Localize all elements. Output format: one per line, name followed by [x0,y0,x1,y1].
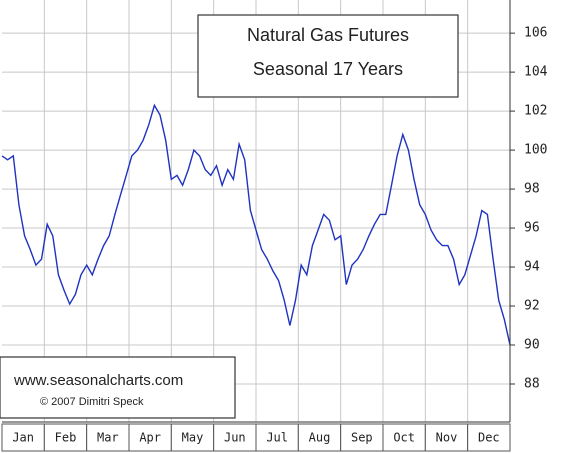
x-tick-label: Dec [478,431,500,445]
chart-subtitle: Seasonal 17 Years [253,59,403,79]
y-tick-label: 106 [524,26,547,41]
x-tick-cell [86,423,130,452]
title-box [197,14,459,98]
y-tick-label: 92 [524,299,540,314]
x-tick-cell [43,423,88,452]
x-tick-label: Sep [351,431,373,445]
x-tick-label: Apr [139,431,161,445]
x-tick-cell [128,423,172,452]
y-tick-label: 104 [524,65,548,80]
y-tick-label: 100 [524,143,547,158]
x-tick-label: Jan [12,431,34,445]
x-tick-label: May [182,431,204,445]
x-tick-label: Jun [224,431,246,445]
y-tick-label: 94 [524,260,540,275]
x-tick-label: Oct [393,431,415,445]
y-tick-label: 90 [524,338,540,353]
series-line [1,103,511,346]
x-tick-label: Mar [97,431,119,445]
x-tick-cell [213,423,257,452]
y-tick-label: 96 [524,221,540,236]
y-tick-label: 88 [524,376,540,391]
x-tick-cell [424,423,469,452]
x-tick-label: Jul [266,431,288,445]
x-tick-label: Nov [436,431,458,445]
plot [1,103,511,346]
y-tick-label: 102 [524,104,547,119]
x-tick-cell [382,423,426,452]
watermark-box [0,356,236,419]
y-tick-label: 98 [524,182,540,197]
x-tick-cell [340,423,384,452]
copyright: © 2007 Dimitri Speck [40,396,144,408]
watermark: www.seasonalcharts.com [13,372,183,389]
x-tick-label: Aug [309,431,331,445]
x-tick-cell [467,423,511,452]
x-tick-cell [255,423,299,452]
x-tick-label: Feb [55,431,77,445]
chart-title: Natural Gas Futures [247,25,409,45]
